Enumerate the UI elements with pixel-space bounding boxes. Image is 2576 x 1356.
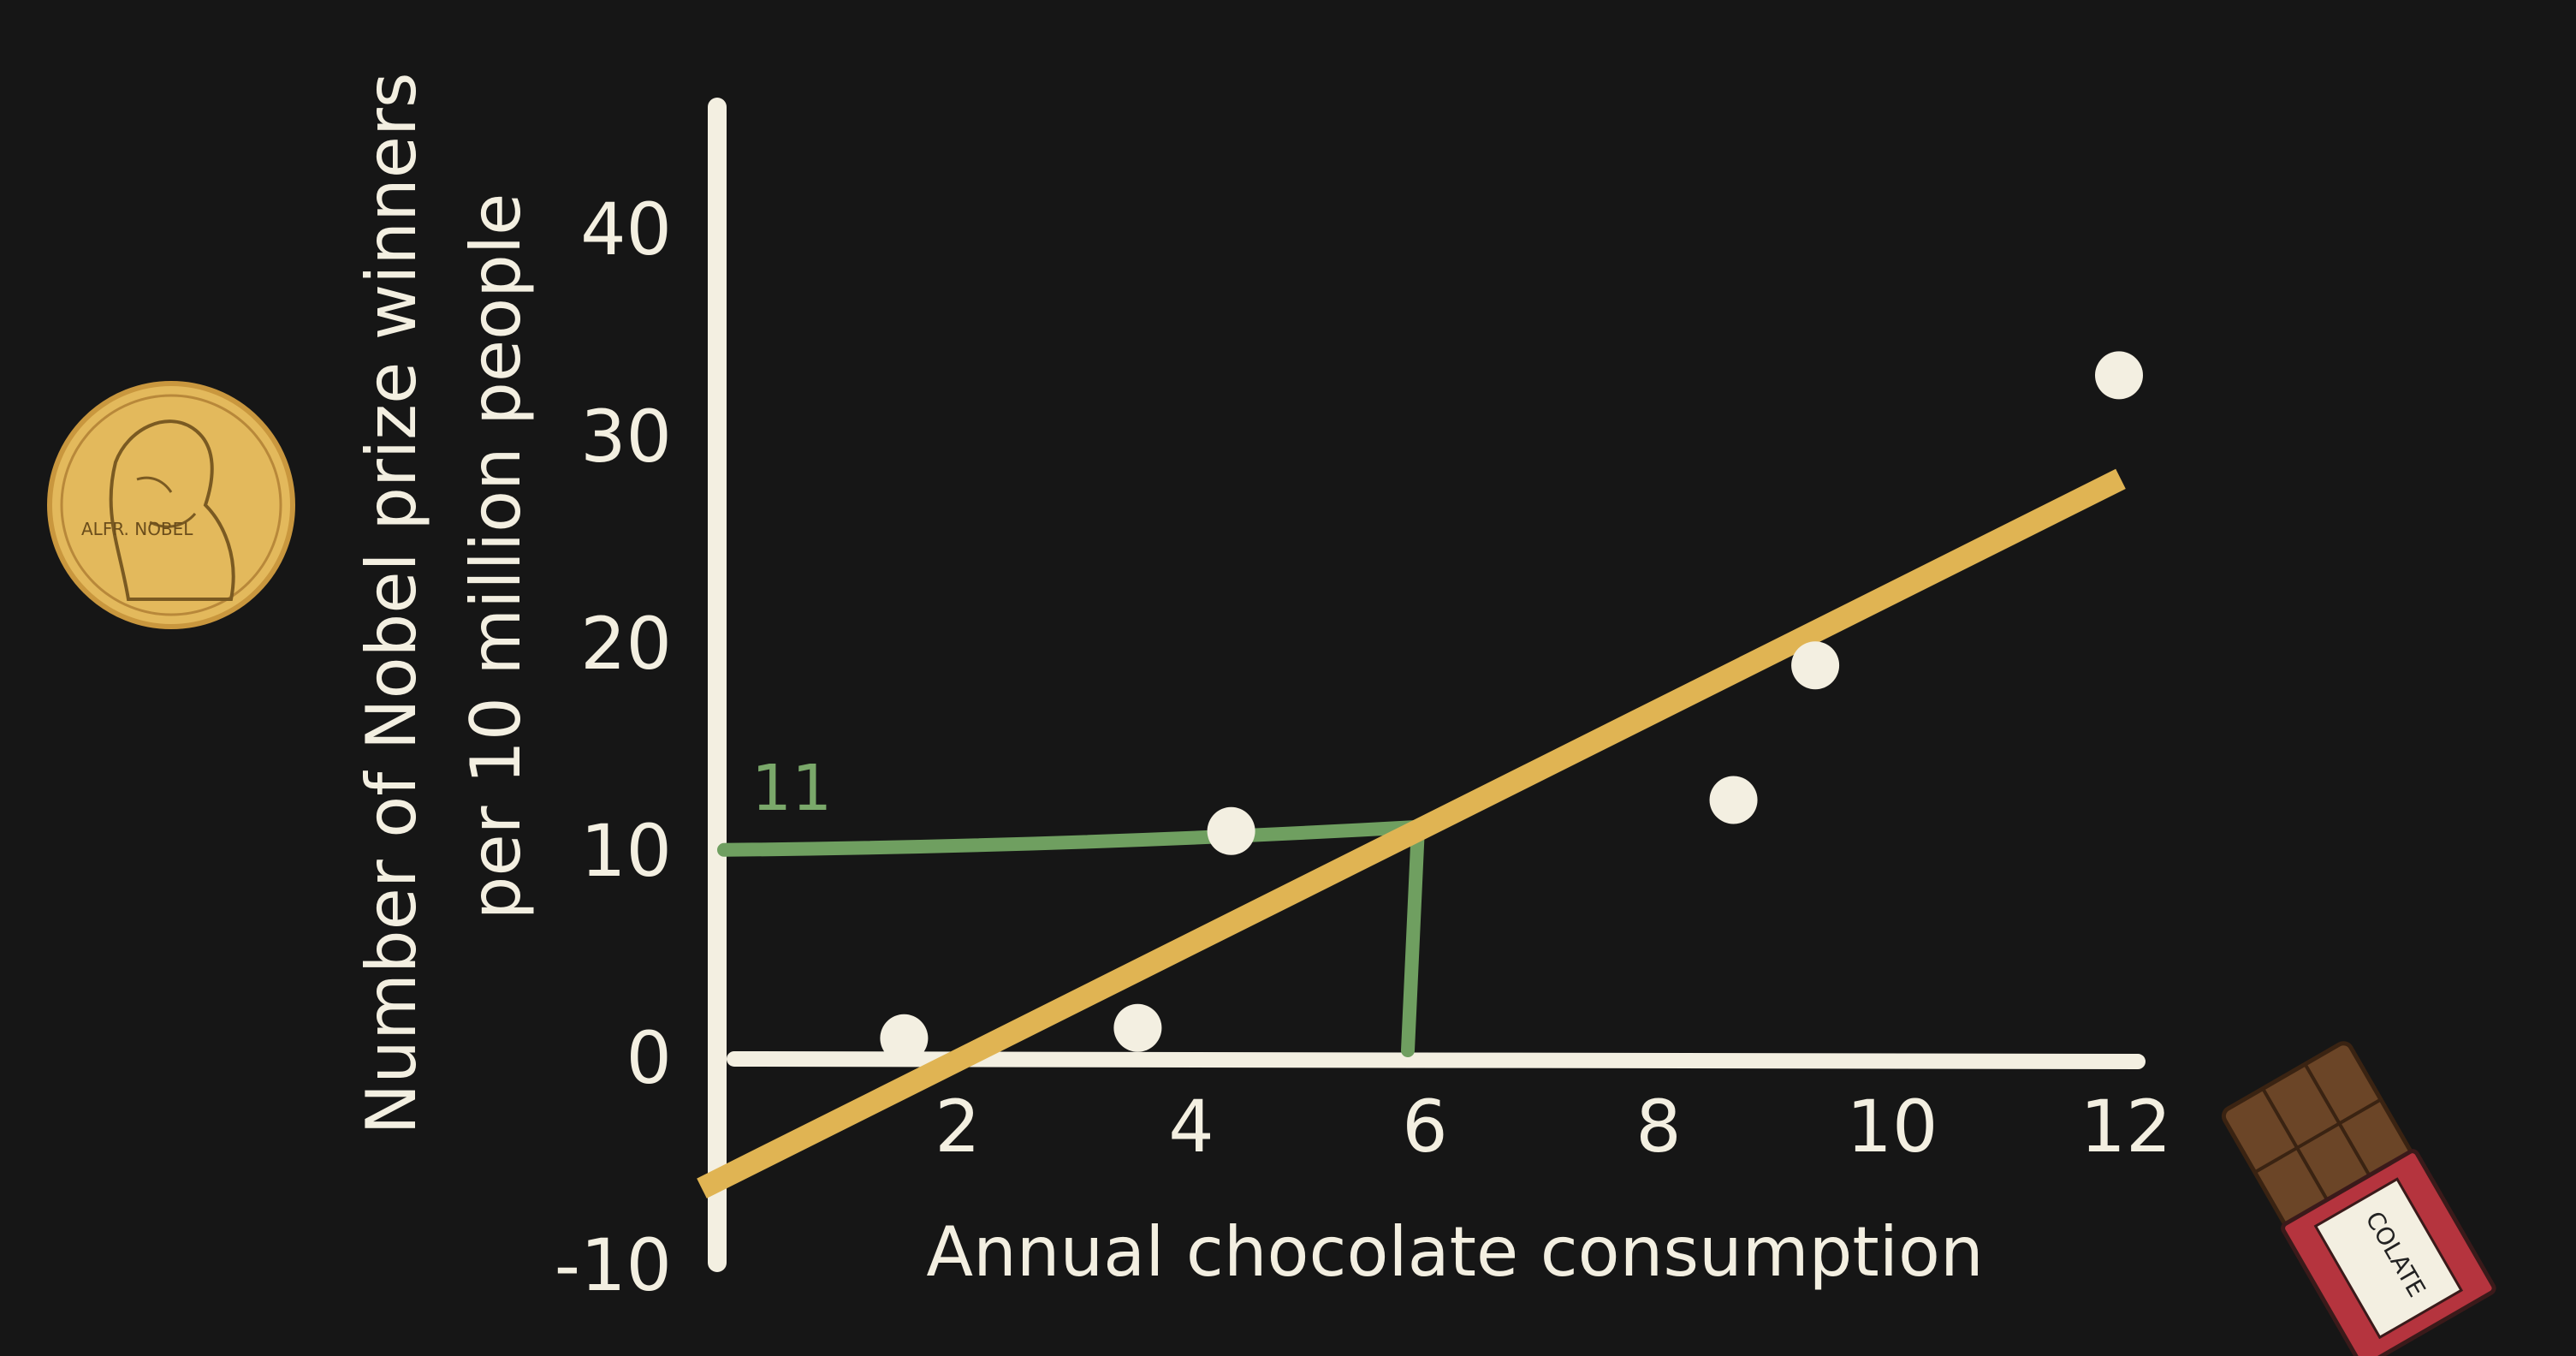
y-axis-title-line2: per 10 million people	[456, 193, 536, 920]
x-axis-title: Annual chocolate consumption	[926, 1212, 1983, 1292]
x-tick-label: 10	[1847, 1085, 1938, 1169]
y-axis-title: Number of Nobel prize winners per 10 mil…	[352, 72, 536, 1134]
data-point	[1207, 806, 1255, 855]
nobel-medal-icon: ALFR. NOBEL	[47, 381, 295, 629]
x-tick-label: 8	[1635, 1085, 1681, 1169]
reference-value-label: 11	[751, 752, 832, 825]
x-tick-labels: 2 4 6 8 10 12	[935, 1085, 2171, 1169]
y-tick-label: -10	[555, 1223, 672, 1307]
data-point	[880, 1014, 929, 1062]
x-tick-label: 6	[1402, 1085, 1447, 1169]
data-point	[1709, 776, 1758, 824]
y-tick-label: 10	[580, 809, 672, 893]
y-tick-label: 40	[580, 187, 672, 271]
data-point	[1113, 1003, 1162, 1052]
x-tick-label: 2	[935, 1085, 980, 1169]
chocolate-bar-icon: COLATE	[2221, 1041, 2496, 1356]
y-tick-label: 30	[580, 395, 672, 479]
data-point	[2095, 351, 2143, 400]
reference-lines	[717, 819, 1425, 1057]
y-tick-label: 20	[580, 602, 672, 686]
x-tick-label: 12	[2080, 1085, 2172, 1169]
medal-text: ALFR. NOBEL	[81, 519, 193, 539]
y-tick-label: 0	[626, 1016, 672, 1100]
data-point	[1791, 641, 1840, 690]
x-tick-label: 4	[1168, 1085, 1214, 1169]
y-tick-labels: 40 30 20 10 0 -10	[555, 187, 672, 1307]
data-points	[880, 351, 2143, 1062]
y-axis-title-line1: Number of Nobel prize winners	[352, 72, 431, 1134]
trend-line	[697, 468, 2126, 1198]
